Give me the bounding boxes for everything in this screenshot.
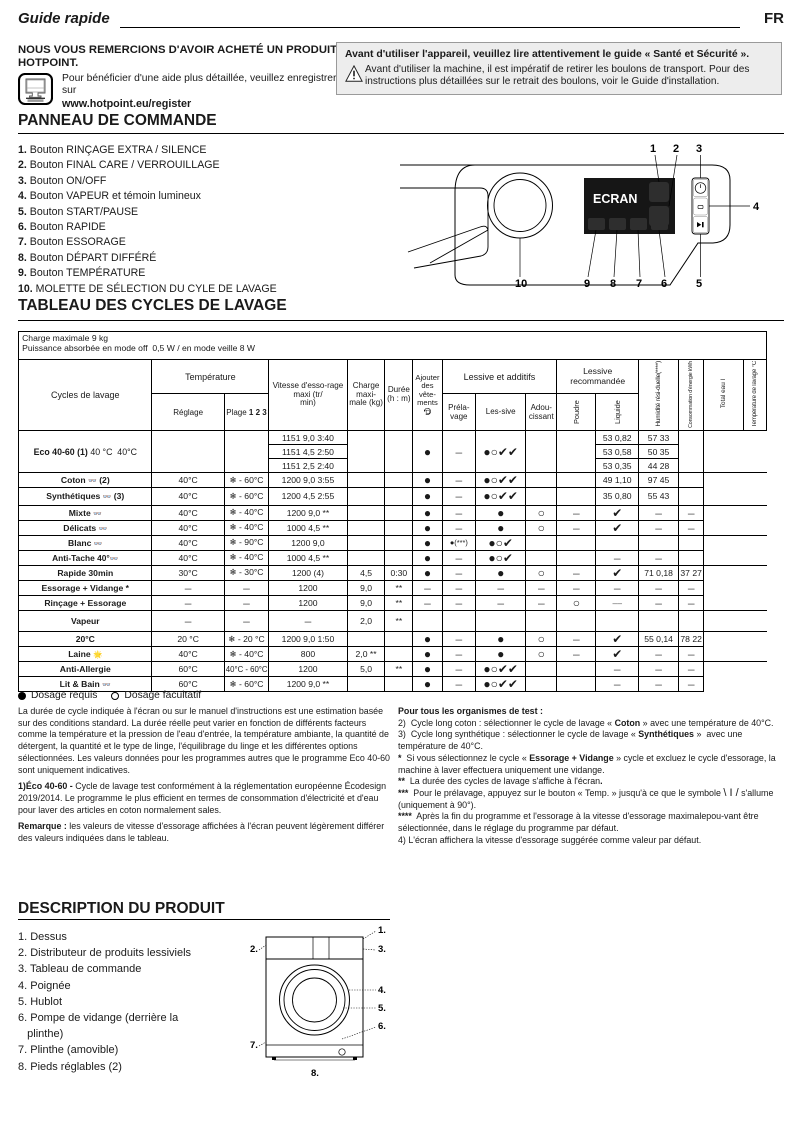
svg-text:6.: 6. <box>378 1021 386 1032</box>
svg-text:8: 8 <box>610 278 616 290</box>
svg-text:1.: 1. <box>378 925 386 936</box>
svg-text:9: 9 <box>584 278 590 290</box>
svg-text:1: 1 <box>650 143 656 155</box>
svg-text:7: 7 <box>636 278 642 290</box>
svg-text:3.: 3. <box>378 944 386 955</box>
svg-text:5: 5 <box>696 278 702 290</box>
svg-text:5.: 5. <box>378 1003 386 1014</box>
svg-text:8.: 8. <box>311 1068 319 1079</box>
svg-text:6: 6 <box>661 278 667 290</box>
svg-text:4.: 4. <box>378 985 386 996</box>
svg-text:ECRAN: ECRAN <box>593 192 637 206</box>
svg-text:3: 3 <box>696 143 702 155</box>
svg-text:2: 2 <box>673 143 679 155</box>
svg-text:10: 10 <box>515 278 527 290</box>
svg-text:2.: 2. <box>250 944 258 955</box>
svg-text:4: 4 <box>753 201 760 213</box>
svg-text:7.: 7. <box>250 1040 258 1051</box>
